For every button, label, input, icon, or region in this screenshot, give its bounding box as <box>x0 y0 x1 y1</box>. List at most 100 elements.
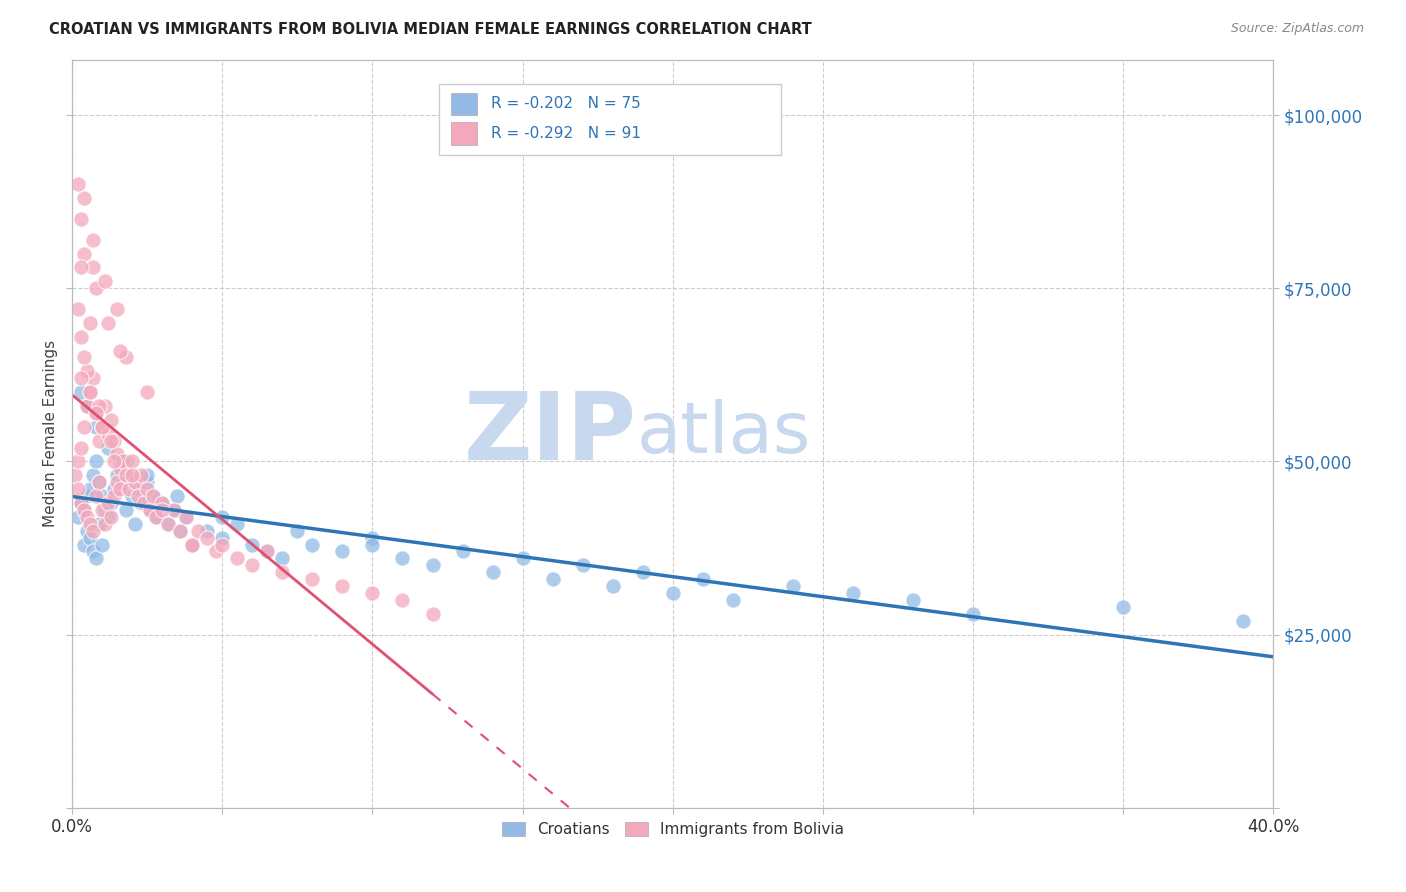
Point <box>105 475 128 490</box>
Point <box>129 468 152 483</box>
Point <box>67 301 90 316</box>
Point <box>89 434 111 448</box>
Point <box>82 260 104 275</box>
Point <box>118 482 141 496</box>
Point <box>73 503 96 517</box>
Point <box>76 364 98 378</box>
Point <box>108 454 131 468</box>
Point <box>76 524 98 538</box>
Point <box>139 503 162 517</box>
Point <box>134 496 156 510</box>
Y-axis label: Median Female Earnings: Median Female Earnings <box>44 340 58 527</box>
Point <box>73 419 96 434</box>
Point <box>121 489 143 503</box>
Point <box>100 413 122 427</box>
Point <box>67 509 90 524</box>
Point <box>105 447 128 461</box>
Point <box>124 475 146 490</box>
Point <box>84 281 107 295</box>
Point <box>103 482 125 496</box>
Point <box>108 343 131 358</box>
Point <box>76 509 98 524</box>
Point <box>301 537 323 551</box>
Point <box>103 489 125 503</box>
Point <box>97 441 120 455</box>
Point <box>100 496 122 510</box>
Point <box>287 524 309 538</box>
Point <box>240 537 263 551</box>
Point <box>91 419 114 434</box>
Point <box>271 566 294 580</box>
Point <box>91 419 114 434</box>
Point <box>166 489 188 503</box>
Point <box>89 516 111 531</box>
Point <box>79 385 101 400</box>
Point <box>73 537 96 551</box>
Point <box>94 274 117 288</box>
Point <box>70 496 93 510</box>
Point <box>76 399 98 413</box>
Point <box>181 537 204 551</box>
Point <box>70 371 93 385</box>
Point <box>391 593 413 607</box>
Point <box>181 537 204 551</box>
Point <box>422 607 444 621</box>
Point <box>150 503 173 517</box>
Legend: Croatians, Immigrants from Bolivia: Croatians, Immigrants from Bolivia <box>494 814 852 845</box>
Point <box>174 509 197 524</box>
Point <box>115 468 138 483</box>
Point <box>67 454 90 468</box>
Point <box>73 503 96 517</box>
Point <box>97 496 120 510</box>
Point <box>112 454 135 468</box>
Point <box>97 426 120 441</box>
Point <box>97 509 120 524</box>
Point <box>211 537 233 551</box>
Point <box>692 572 714 586</box>
Point <box>127 482 149 496</box>
Point <box>121 454 143 468</box>
Point <box>70 260 93 275</box>
Point <box>157 516 180 531</box>
Point <box>70 385 93 400</box>
Point <box>82 544 104 558</box>
Point <box>256 544 278 558</box>
Point <box>1232 614 1254 628</box>
Point <box>76 399 98 413</box>
Point <box>157 516 180 531</box>
Point <box>150 496 173 510</box>
Point <box>82 524 104 538</box>
Point <box>195 531 218 545</box>
Point <box>142 489 165 503</box>
Point <box>105 468 128 483</box>
Point <box>240 558 263 573</box>
Point <box>361 586 384 600</box>
Point <box>89 399 111 413</box>
Point <box>631 566 654 580</box>
Point <box>94 503 117 517</box>
Point <box>84 406 107 420</box>
Point <box>84 419 107 434</box>
Point <box>391 551 413 566</box>
Point <box>901 593 924 607</box>
Point <box>512 551 534 566</box>
Text: R = -0.292   N = 91: R = -0.292 N = 91 <box>491 126 641 141</box>
Point <box>91 503 114 517</box>
Point <box>73 246 96 260</box>
Point <box>842 586 865 600</box>
Point <box>84 406 107 420</box>
Point <box>91 537 114 551</box>
Point <box>97 316 120 330</box>
Point <box>332 579 354 593</box>
Text: R = -0.202   N = 75: R = -0.202 N = 75 <box>491 96 641 112</box>
Point <box>79 316 101 330</box>
Point <box>105 301 128 316</box>
Point <box>187 524 209 538</box>
Point <box>962 607 984 621</box>
Point <box>103 434 125 448</box>
Point <box>89 475 111 490</box>
Point <box>163 503 186 517</box>
Point <box>226 516 249 531</box>
Point <box>82 468 104 483</box>
Point <box>451 544 474 558</box>
